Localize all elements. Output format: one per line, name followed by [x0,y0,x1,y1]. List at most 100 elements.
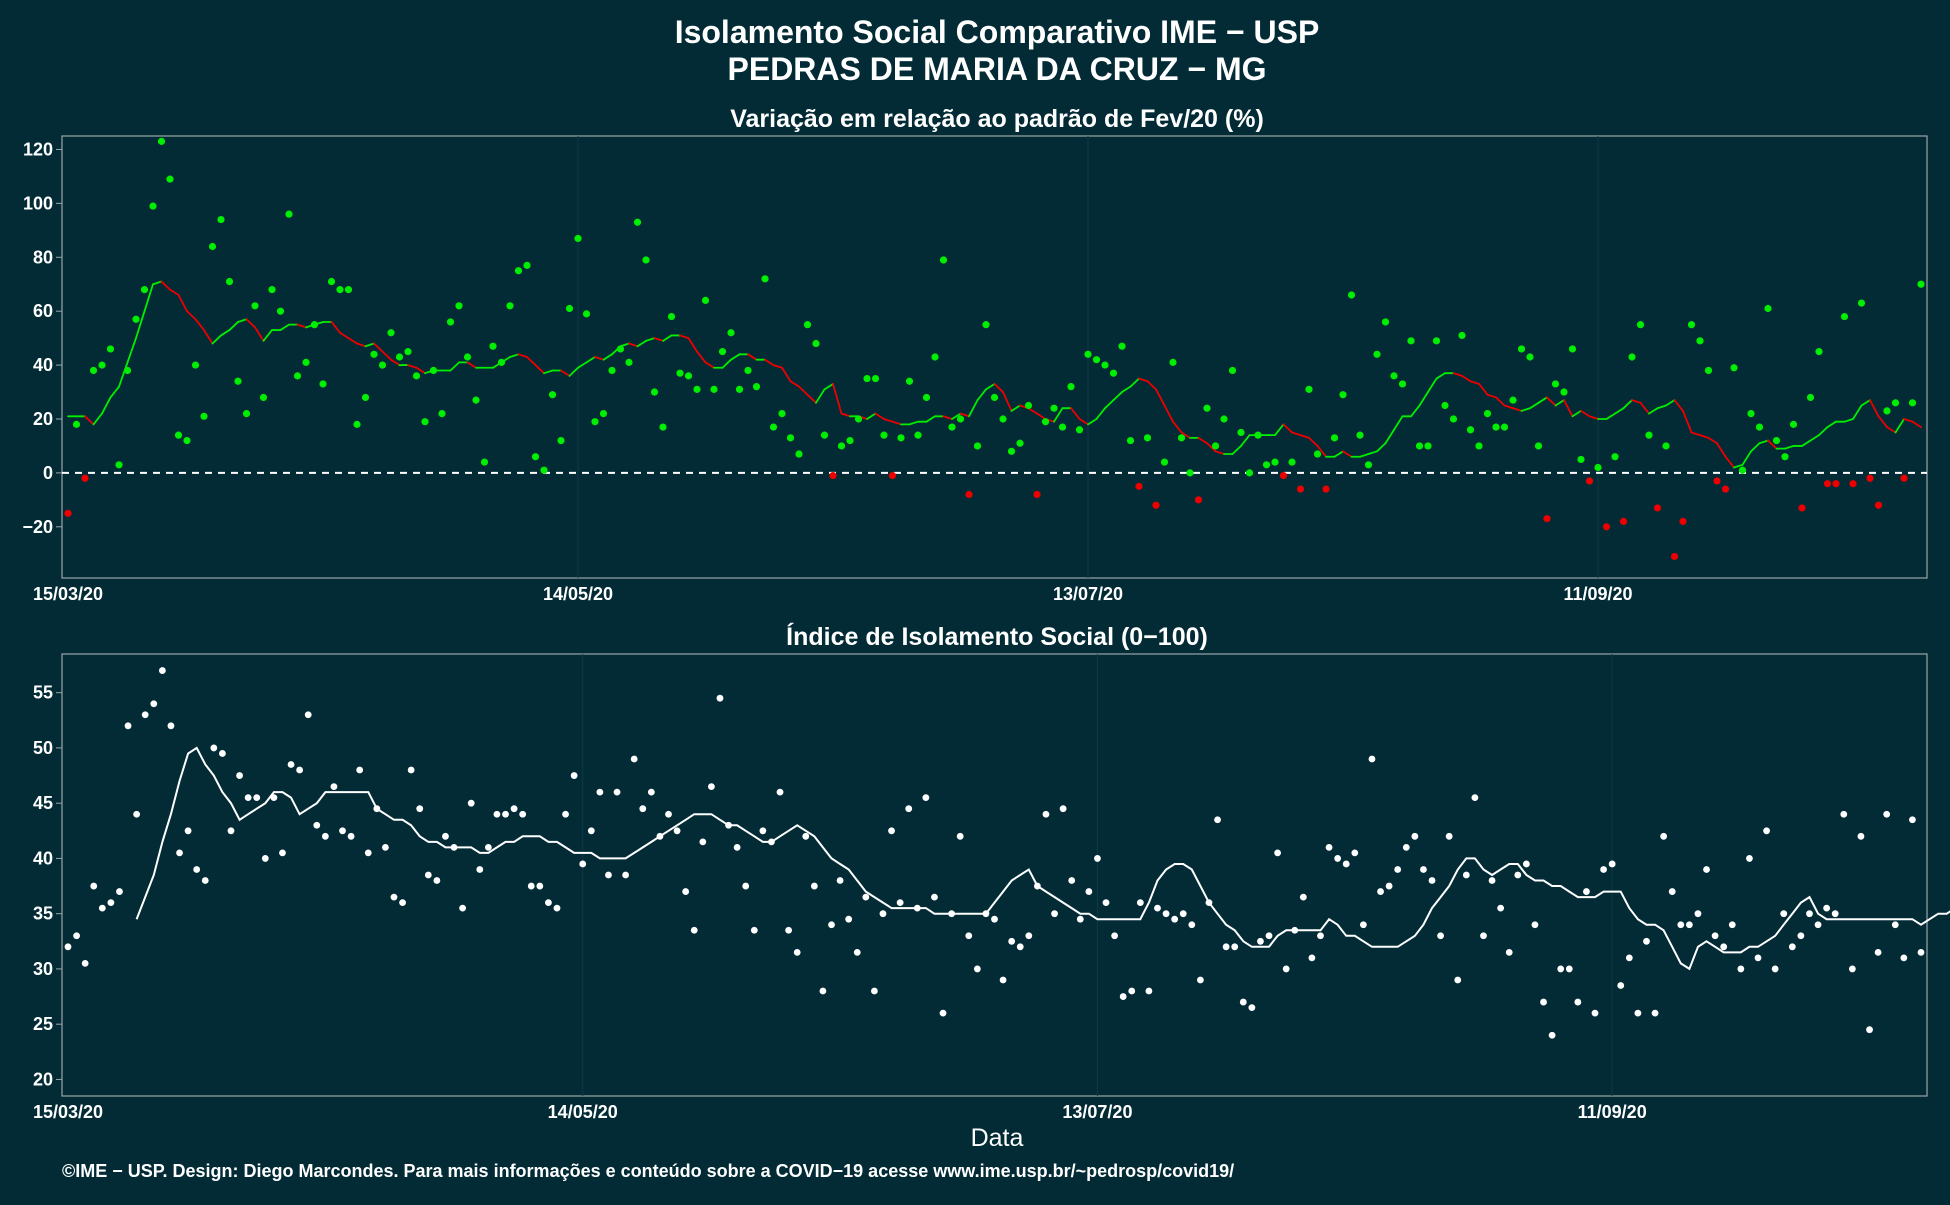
idx-data-point [364,849,372,857]
idx-data-point [167,722,175,730]
idx-data-point [1677,921,1685,929]
var-trend-segment [1418,391,1429,407]
var-data-point [888,471,897,480]
var-data-point [1619,517,1628,526]
var-data-point [812,339,820,348]
var-data-point [999,415,1007,423]
var-data-point [1143,434,1152,442]
var-data-point [1177,434,1186,442]
var-data-point [1211,442,1220,450]
idx-data-point [193,866,201,873]
idx-data-point [1462,871,1470,879]
idx-data-point [1643,937,1650,945]
var-data-point [1458,331,1466,340]
var-trend-segment [1478,383,1489,396]
var-data-point [132,315,140,323]
idx-data-point [1780,910,1788,918]
var-data-point [582,310,591,318]
idx-y-tick-label: 40 [33,848,53,868]
var-data-point [378,361,387,369]
var-data-point [761,275,769,283]
var-data-point [1534,442,1543,450]
var-data-point [531,453,540,461]
var-trend-segment [220,329,231,337]
var-data-point [608,366,616,375]
idx-data-point [64,943,72,951]
var-trend-segment [1869,399,1880,418]
var-data-point [727,329,735,337]
var-data-point [1441,401,1449,410]
idx-data-point [116,888,123,895]
idx-data-point [1128,987,1136,995]
idx-data-point [1342,860,1350,868]
idx-data-point [1402,843,1410,851]
idx-data-point [236,772,243,779]
idx-data-point [862,893,870,901]
var-data-point [1696,337,1704,345]
idx-plot-frame [61,653,1928,1097]
idx-data-point [1857,832,1865,840]
idx-data-point [1797,932,1805,940]
var-data-point [778,409,786,418]
var-data-point [1271,458,1279,466]
idx-data-point [1720,943,1728,951]
var-data-point [1636,321,1645,329]
var-x-tick-label: 14/05/20 [543,584,613,604]
var-data-point [616,345,625,353]
idx-data-point [982,910,990,918]
idx-data-point [1359,921,1367,929]
var-data-point [820,431,829,439]
idx-data-point [1411,832,1419,840]
var-data-point [1160,458,1169,466]
idx-data-point [1625,954,1633,962]
idx-data-point [1239,998,1247,1006]
var-trend-segment [1716,442,1727,458]
idx-data-point [1763,827,1770,835]
var-trend-segment [1886,426,1897,434]
var-trend-segment [1452,372,1463,377]
idx-data-point [965,932,973,940]
var-trend-segment [1614,407,1625,415]
idx-x-tick-label: 11/09/20 [1578,1102,1647,1122]
var-trend-segment [594,356,605,361]
idx-x-tick-label: 14/05/20 [548,1102,618,1122]
idx-data-point [433,877,441,884]
var-data-point [480,458,489,466]
var-trend-segment [1758,439,1769,445]
idx-data-point [1694,910,1702,918]
var-data-point [803,321,812,329]
idx-data-point [1454,976,1462,984]
var-data-point [701,296,710,305]
var-data-point [1755,423,1764,431]
var-data-point [157,137,166,145]
idx-data-point [296,766,304,774]
var-trend-segment [1197,436,1208,445]
idx-data-point [630,755,638,763]
var-data-point [1245,469,1254,477]
var-trend-segment [679,334,690,340]
idx-data-point [1634,1009,1642,1017]
var-data-point [472,396,480,404]
var-data-point [565,304,574,313]
var-trend-segment [1231,445,1242,455]
idx-data-point [596,788,604,796]
idx-data-point [1420,866,1427,873]
var-trend-segment [1410,404,1421,418]
var-data-point [225,277,234,286]
idx-data-point [1917,948,1925,956]
var-trend-segment [1648,407,1659,415]
var-data-point [1033,490,1041,499]
var-data-point [871,374,880,383]
var-trend-segment [339,331,350,340]
var-data-point [1424,442,1432,450]
var-trend-segment [160,280,171,291]
var-data-point [1806,393,1815,402]
var-trend-segment [628,342,639,348]
var-data-point [1840,312,1849,321]
var-trend-segment [364,342,375,348]
var-data-point [931,353,939,361]
var-data-point [540,466,548,474]
var-data-point [327,277,336,286]
var-trend-segment [1342,450,1353,458]
